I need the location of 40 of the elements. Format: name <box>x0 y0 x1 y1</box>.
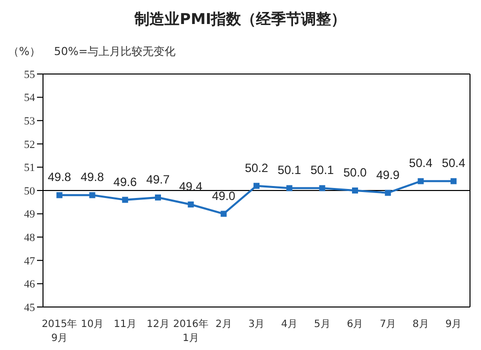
data-label: 49.8 <box>80 170 104 184</box>
x-tick-label: 4月 <box>281 319 298 330</box>
y-tick-label: 48 <box>24 232 36 244</box>
data-label: 49.6 <box>113 174 138 189</box>
y-tick-label: 55 <box>24 68 36 81</box>
x-tick-label: 5月 <box>314 319 330 330</box>
x-tick-label: 11月 <box>114 319 136 330</box>
y-tick-label: 54 <box>24 92 36 104</box>
x-tick-label: 2015年 9月 <box>42 318 78 344</box>
x-tick-label: 6月 <box>346 319 364 330</box>
x-tick-label: 3月 <box>248 319 265 330</box>
chart-title: 制造业PMI指数（经季节调整） <box>133 10 348 29</box>
y-axis-title: （%） <box>8 44 40 59</box>
y-tick-label: 51 <box>24 162 35 174</box>
y-tick-label: 45 <box>24 302 36 314</box>
data-label: 49.9 <box>376 168 400 182</box>
data-label: 50.0 <box>343 166 368 180</box>
data-label: 49.4 <box>179 179 203 194</box>
y-tick-label: 52 <box>24 138 35 151</box>
data-label: 50.1 <box>310 163 334 178</box>
y-tick-label: 53 <box>24 116 36 128</box>
x-tick-label: 12月 <box>146 319 170 330</box>
data-label: 49.7 <box>146 172 170 186</box>
data-label: 50.2 <box>244 160 268 175</box>
data-label: 49.0 <box>212 188 236 203</box>
y-tick-label: 50 <box>24 185 36 198</box>
x-tick-label: 9月 <box>445 319 462 330</box>
data-label: 50.4 <box>442 156 466 170</box>
data-label: 50.4 <box>409 156 433 170</box>
x-tick-label: 8月 <box>412 319 429 330</box>
note: 50%=与上月比较无变化 <box>54 44 176 59</box>
y-tick-label: 46 <box>24 278 36 291</box>
x-tick-label: 7月 <box>380 319 396 330</box>
data-label: 50.1 <box>278 163 302 178</box>
x-tick-label: 2月 <box>215 319 232 330</box>
x-tick-label: 10月 <box>80 319 104 330</box>
x-tick-label: 2016年 1月 <box>173 318 209 344</box>
data-label: 49.8 <box>48 170 72 184</box>
y-tick-label: 49 <box>24 208 36 221</box>
y-tick-label: 47 <box>24 255 36 268</box>
